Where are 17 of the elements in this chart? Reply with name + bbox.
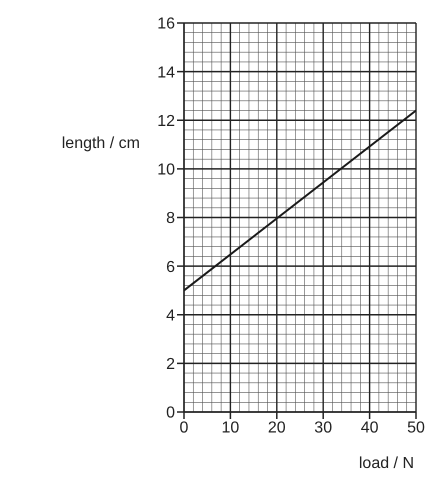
x-tick-label: 10 xyxy=(222,419,240,436)
x-tick-label: 40 xyxy=(360,419,379,436)
y-tick-label: 6 xyxy=(166,258,176,276)
y-tick-label: 12 xyxy=(157,112,176,130)
y-tick-label: 4 xyxy=(166,307,176,324)
y-tick-label: 0 xyxy=(166,404,176,422)
y-axis-title: length / cm xyxy=(62,135,140,153)
x-tick-label: 0 xyxy=(180,419,189,436)
y-tick-label: 8 xyxy=(166,210,176,228)
y-tick-label: 16 xyxy=(157,16,176,33)
x-axis-title: load / N xyxy=(358,455,414,473)
y-tick-label: 2 xyxy=(166,356,176,374)
y-tick-label: 10 xyxy=(157,162,176,179)
x-tick-label: 20 xyxy=(268,419,286,436)
x-tick-label: 50 xyxy=(407,419,425,436)
y-tick-label: 14 xyxy=(157,64,176,82)
x-tick-label: 30 xyxy=(314,419,332,436)
